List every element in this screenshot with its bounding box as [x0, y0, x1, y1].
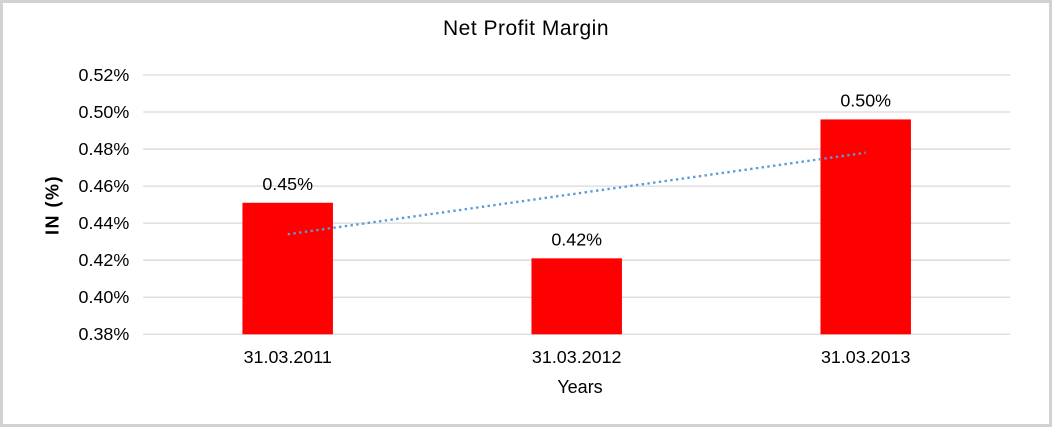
plot-area: 0.38% 0.40% 0.42% 0.44% 0.46% 0.48% 0.50% 0.52%… — [79, 65, 1011, 367]
x-axis-title: Years — [557, 377, 603, 397]
y-tick-label: 0.42% — [79, 250, 130, 270]
y-tick-label: 0.44% — [79, 213, 130, 233]
trendline — [287, 151, 866, 236]
bar — [820, 119, 911, 335]
y-tick-label: 0.38% — [79, 324, 130, 344]
x-tick-label: 31.03.2012 — [532, 347, 622, 367]
y-tick-label: 0.50% — [79, 102, 130, 122]
x-tick-label: 31.03.2013 — [821, 347, 911, 367]
bar-value-label: 0.50% — [840, 91, 891, 111]
bar — [242, 202, 333, 335]
chart-title: Net Profit Margin — [442, 17, 610, 40]
y-tick-label: 0.48% — [79, 139, 130, 159]
y-tick-label: 0.40% — [79, 287, 130, 307]
x-tick-label: 31.03.2011 — [244, 347, 332, 367]
y-tick-label: 0.52% — [79, 65, 130, 85]
chart-inner: Net Profit Margin IN (%) 0.38% 0.40% 0.42%… — [3, 3, 1049, 424]
bar — [531, 258, 622, 335]
y-tick-label: 0.46% — [79, 176, 130, 196]
bar-value-label: 0.45% — [262, 174, 313, 194]
bar-value-label: 0.42% — [551, 230, 602, 250]
